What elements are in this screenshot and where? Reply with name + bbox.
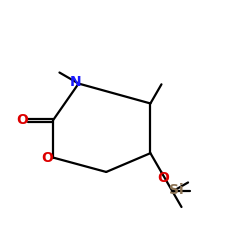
Text: O: O: [41, 150, 53, 164]
Text: O: O: [157, 172, 169, 185]
Text: N: N: [70, 75, 82, 89]
Text: Si: Si: [169, 183, 184, 197]
Text: O: O: [16, 113, 28, 127]
